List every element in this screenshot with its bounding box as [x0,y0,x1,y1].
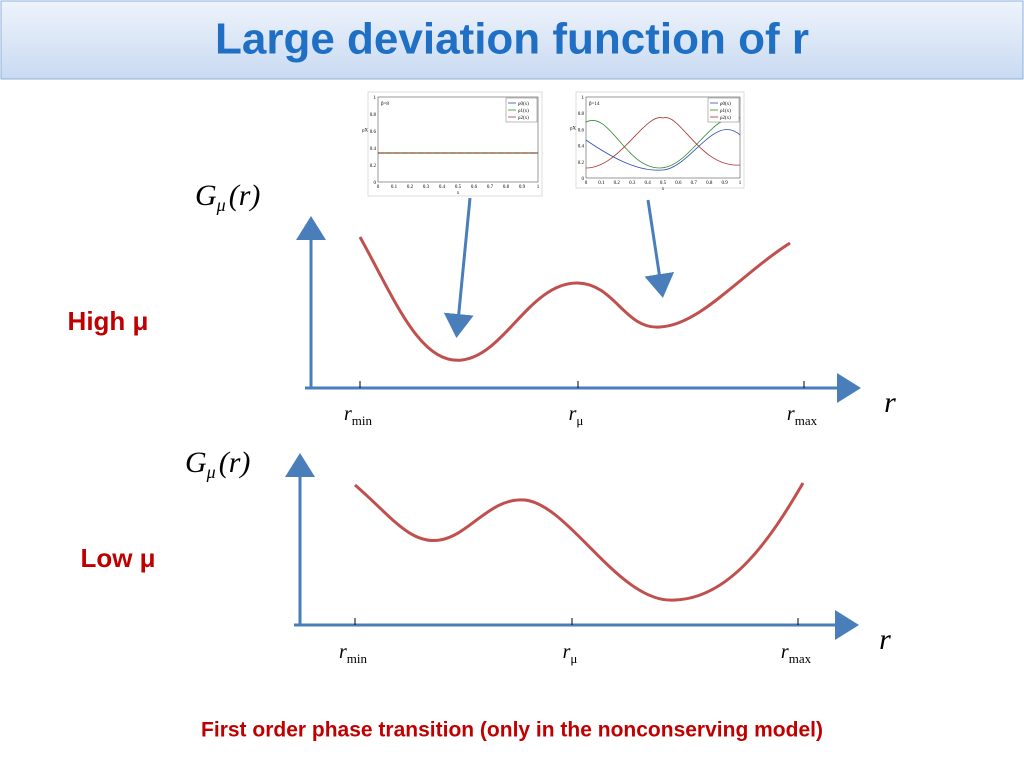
inset-legend-label: ρ2(x) [720,116,731,121]
inset-x-tick: 0.8 [706,181,713,186]
inset-x-tick: 0 [377,185,380,190]
tick-main: r [344,403,352,425]
inset-x-label: x [662,187,665,192]
tick-main: r [787,403,795,425]
panel-label: Low μ [80,543,155,573]
inset-x-label: x [457,191,460,196]
y-axis-label: Gμ (r) [195,179,260,215]
inset-x-tick: 0.4 [439,185,446,190]
inset-x-tick: 0.5 [660,181,667,186]
inset-x-tick: 0.3 [423,185,430,190]
y-axis-sub: μ [206,462,216,482]
x-axis-label: r [879,623,891,656]
inset-y-tick: 0.2 [370,164,377,169]
y-axis-main: G [195,179,217,212]
title: Large deviation function of r [215,15,809,64]
inset-axes [585,96,741,179]
inset-x-tick: 0.2 [614,181,621,186]
insets: 0 0.1 0.2 0.3 0.4 0.5 0.6 0.7 0.8 0.9 1 0 0.2 0.4 0.6 0… [362,91,745,197]
curve [358,236,791,362]
y-axis-arg: (r) [229,179,261,212]
inset-y-tick: 0.6 [370,130,377,135]
tick-label: rmin [344,403,373,428]
tick-main: r [781,641,789,663]
inset-x-tick: 0.9 [519,185,526,190]
inset-x-tick: 0.7 [691,181,698,186]
tick-main: r [569,403,577,425]
inset-x-tick: 0.5 [455,185,462,190]
panel-label: High μ [68,306,149,336]
inset-legend-label: ρ0(x) [518,102,529,107]
tick-main: r [563,641,571,663]
tick-sub: max [795,413,818,428]
inset-y-tick: 0.6 [578,128,585,133]
inset-y-tick: 0 [582,177,585,182]
inset-note: β=14 [589,102,600,107]
inset-x-tick: 0.2 [407,185,414,190]
inset-curve [585,117,741,169]
tick-label: rμ [563,641,578,666]
inset-legend-label: ρ1(x) [720,109,731,114]
tick-label: rμ [569,403,584,428]
inset-legend-label: ρ1(x) [518,109,529,114]
inset-curve [585,129,741,171]
tick-sub: μ [570,651,577,666]
inset-x-tick: 0.3 [629,181,636,186]
inset-x-tick: 0 [585,181,588,186]
tick-label: rmin [339,641,368,666]
y-axis-main: G [185,446,207,479]
inset-x-tick: 1 [537,185,540,190]
inset-y-label: ρX [570,127,576,132]
tick-sub: μ [576,413,583,428]
inset-y-tick: 1 [374,96,377,101]
inset-x-tick: 0.8 [503,185,510,190]
y-axis-sub: μ [216,195,226,215]
pointer-arrow [644,199,675,298]
pointer-arrow [443,197,474,338]
inset-y-tick: 0 [374,181,377,186]
x-axis-label: r [884,386,896,419]
inset-x-tick: 0.6 [675,181,682,186]
curve [354,482,805,602]
inset-y-tick: 0.8 [370,113,377,118]
inset-y-label: ρX [362,129,368,134]
y-axis-label: Gμ (r) [185,446,250,482]
inset-y-tick: 0.8 [578,112,585,117]
tick-sub: min [347,651,368,666]
tick-label: rmax [781,641,812,666]
inset-x-tick: 0.6 [471,185,478,190]
inset-note: β=8 [381,102,389,107]
inset-x-tick: 0.1 [391,185,398,190]
tick-label: rmax [787,403,818,428]
inset-x-tick: 0.7 [487,185,494,190]
tick-sub: max [789,651,812,666]
inset-y-tick: 0.4 [578,145,585,150]
y-axis-arg: (r) [219,446,251,479]
inset-legend-label: ρ2(x) [518,116,529,121]
inset-x-tick: 0.9 [721,181,728,186]
inset-y-tick: 0.2 [578,161,585,166]
footer: First order phase transition (only in th… [201,719,823,742]
inset-axes [377,96,539,183]
inset-y-tick: 0.4 [370,147,377,152]
inset-curve [585,116,741,169]
tick-sub: min [352,413,373,428]
inset-y-tick: 1 [582,96,585,101]
inset-x-tick: 0.4 [644,181,651,186]
tick-main: r [339,641,347,663]
inset-x-tick: 1 [739,181,742,186]
inset-legend-label: ρ0(x) [720,102,731,107]
inset-x-tick: 0.1 [598,181,605,186]
title-band [0,0,1024,80]
